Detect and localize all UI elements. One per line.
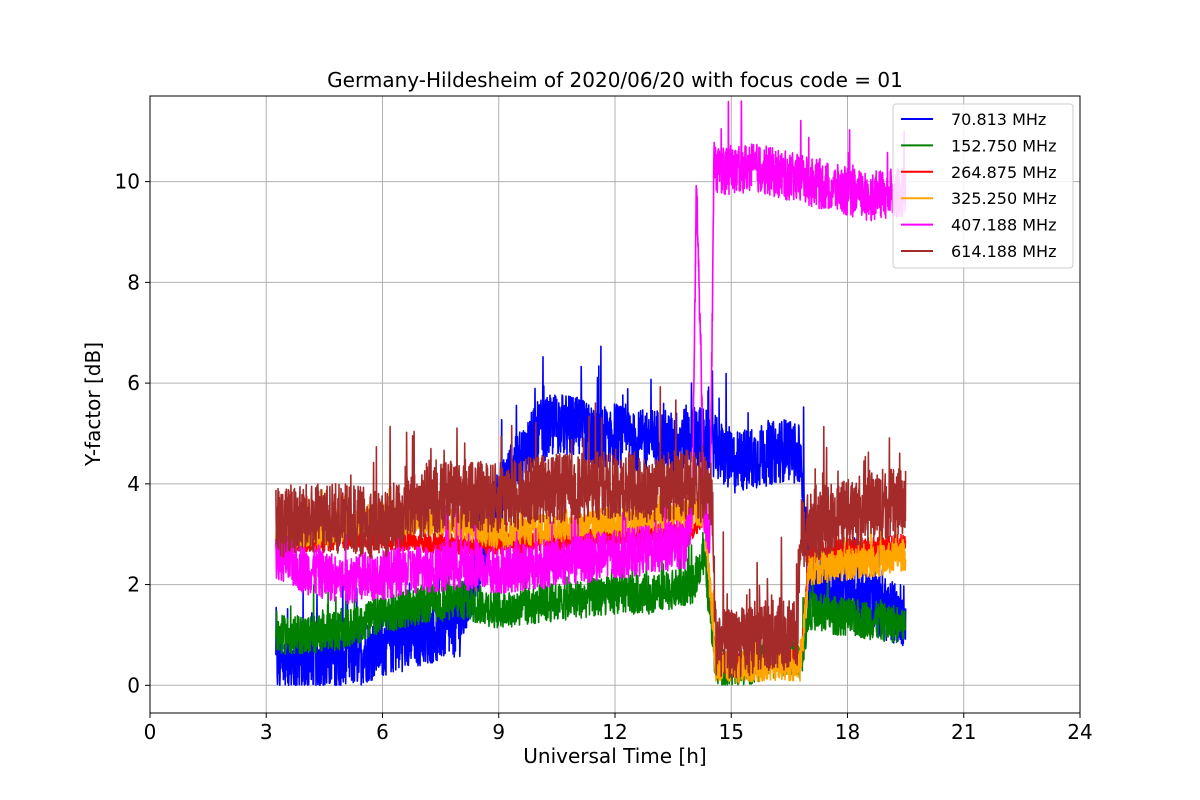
- x-axis-label: Universal Time [h]: [523, 744, 706, 768]
- x-tick-label: 21: [951, 720, 976, 744]
- legend-label: 614.188 MHz: [951, 242, 1056, 261]
- x-tick-label: 0: [144, 720, 157, 744]
- legend-box: [892, 103, 1074, 269]
- y-tick-label: 0: [127, 673, 140, 697]
- x-tick-label: 15: [719, 720, 744, 744]
- y-tick-label: 6: [127, 371, 140, 395]
- legend: 70.813 MHz 152.750 MHz 264.875 MHz 325.250 …: [892, 103, 1074, 269]
- legend-label: 264.875 MHz: [951, 163, 1056, 182]
- y-axis-label: Y-factor [dB]: [81, 342, 105, 467]
- legend-label: 70.813 MHz: [951, 110, 1046, 129]
- y-axis: 0 2 4 6 8 10: [115, 170, 150, 697]
- y-tick-label: 4: [127, 472, 140, 496]
- plot-area: [275, 100, 907, 687]
- legend-label: 407.188 MHz: [951, 216, 1056, 235]
- series-line-5: [275, 100, 907, 605]
- y-tick-label: 10: [115, 170, 140, 194]
- legend-label: 325.250 MHz: [951, 189, 1056, 208]
- y-tick-label: 8: [127, 270, 140, 294]
- x-tick-label: 9: [492, 720, 505, 744]
- series-line-6: [275, 386, 907, 679]
- x-tick-label: 6: [376, 720, 389, 744]
- y-tick-label: 2: [127, 573, 140, 597]
- x-tick-label: 24: [1067, 720, 1092, 744]
- x-axis: 0 3 6 9 12 15 18 21 24: [144, 713, 1093, 744]
- series-line-1: [275, 345, 907, 687]
- x-tick-label: 12: [602, 720, 627, 744]
- chart-title: Germany-Hildesheim of 2020/06/20 with fo…: [327, 68, 903, 92]
- legend-label: 152.750 MHz: [951, 136, 1056, 155]
- x-tick-label: 3: [260, 720, 273, 744]
- x-tick-label: 18: [835, 720, 860, 744]
